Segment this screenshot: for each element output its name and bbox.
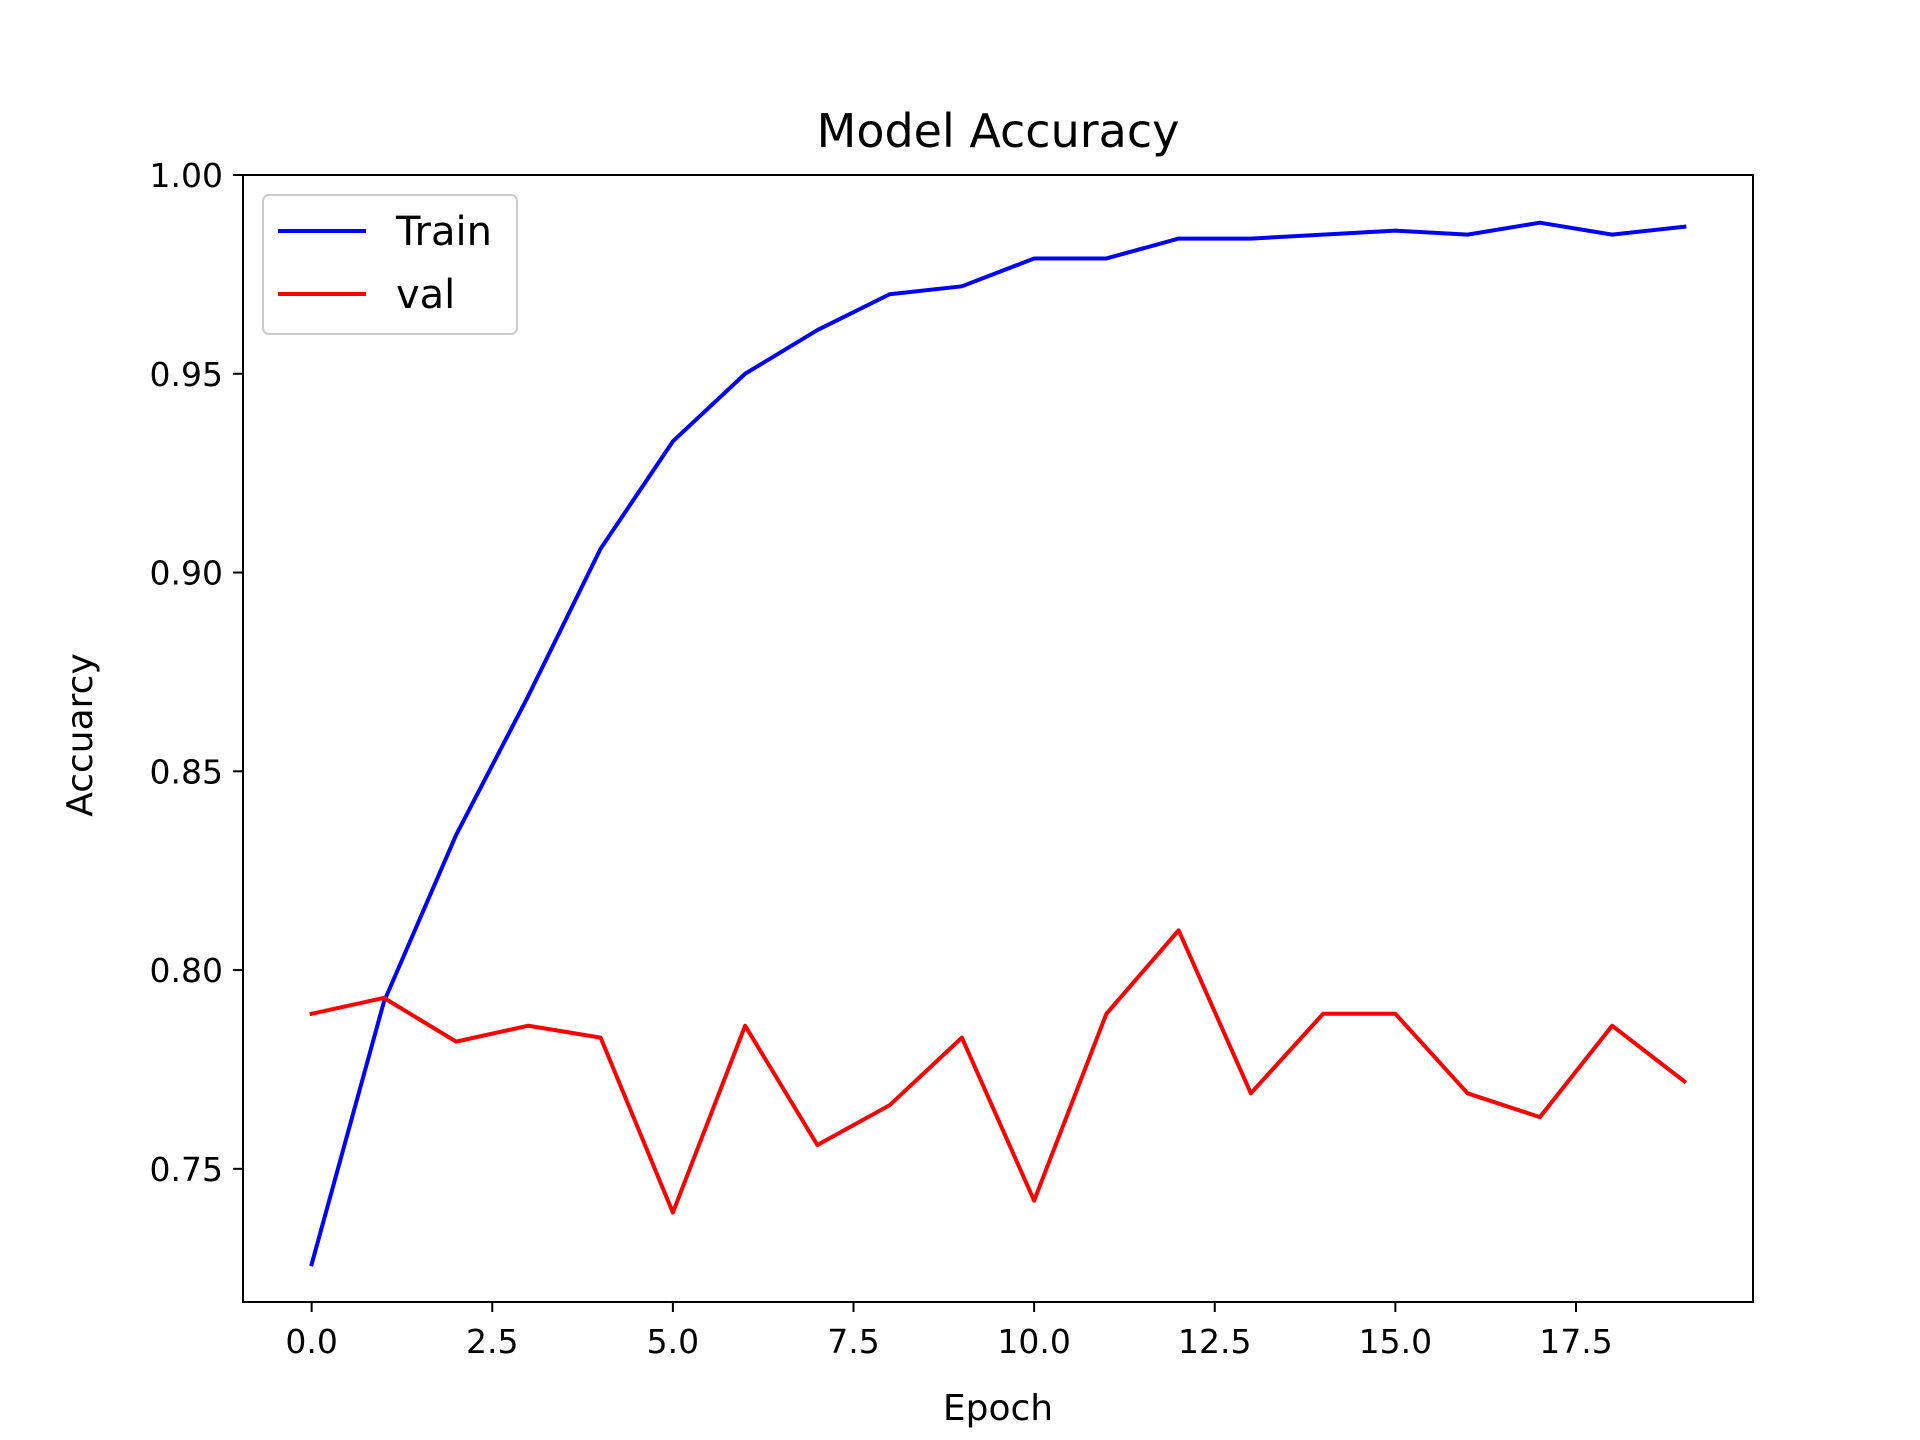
x-tick-label: 15.0 [1359,1322,1432,1361]
y-axis-title: Accuarcy [60,653,101,817]
y-tick-label: 0.95 [150,355,223,394]
x-tick-label: 0.0 [285,1322,337,1361]
x-tick-label: 12.5 [1178,1322,1251,1361]
legend-label-val: val [396,272,455,318]
x-axis-title: Epoch [943,1388,1053,1429]
series-line-val [309,928,1688,1215]
x-tick-label: 17.5 [1539,1322,1612,1361]
y-tick-label: 0.85 [150,752,223,791]
series-line-train [309,220,1687,1267]
x-tick-label: 7.5 [827,1322,879,1361]
legend-label-train: Train [395,209,492,255]
x-tick-label: 5.0 [647,1322,699,1361]
y-tick-label: 0.90 [150,554,223,593]
x-tick-label: 2.5 [466,1322,518,1361]
y-tick-label: 1.00 [150,156,223,195]
chart-title: Model Accuracy [817,104,1180,158]
x-tick-label: 10.0 [997,1322,1070,1361]
y-tick-label: 0.75 [150,1150,223,1189]
y-tick-label: 0.80 [150,951,223,990]
axes-frame [242,174,1754,1303]
legend: Train val [262,194,518,335]
plot-area: 0.0 2.5 5.0 7.5 10.0 12.5 15.0 17.5 0.75 0.80 0.85… [150,156,1754,1361]
